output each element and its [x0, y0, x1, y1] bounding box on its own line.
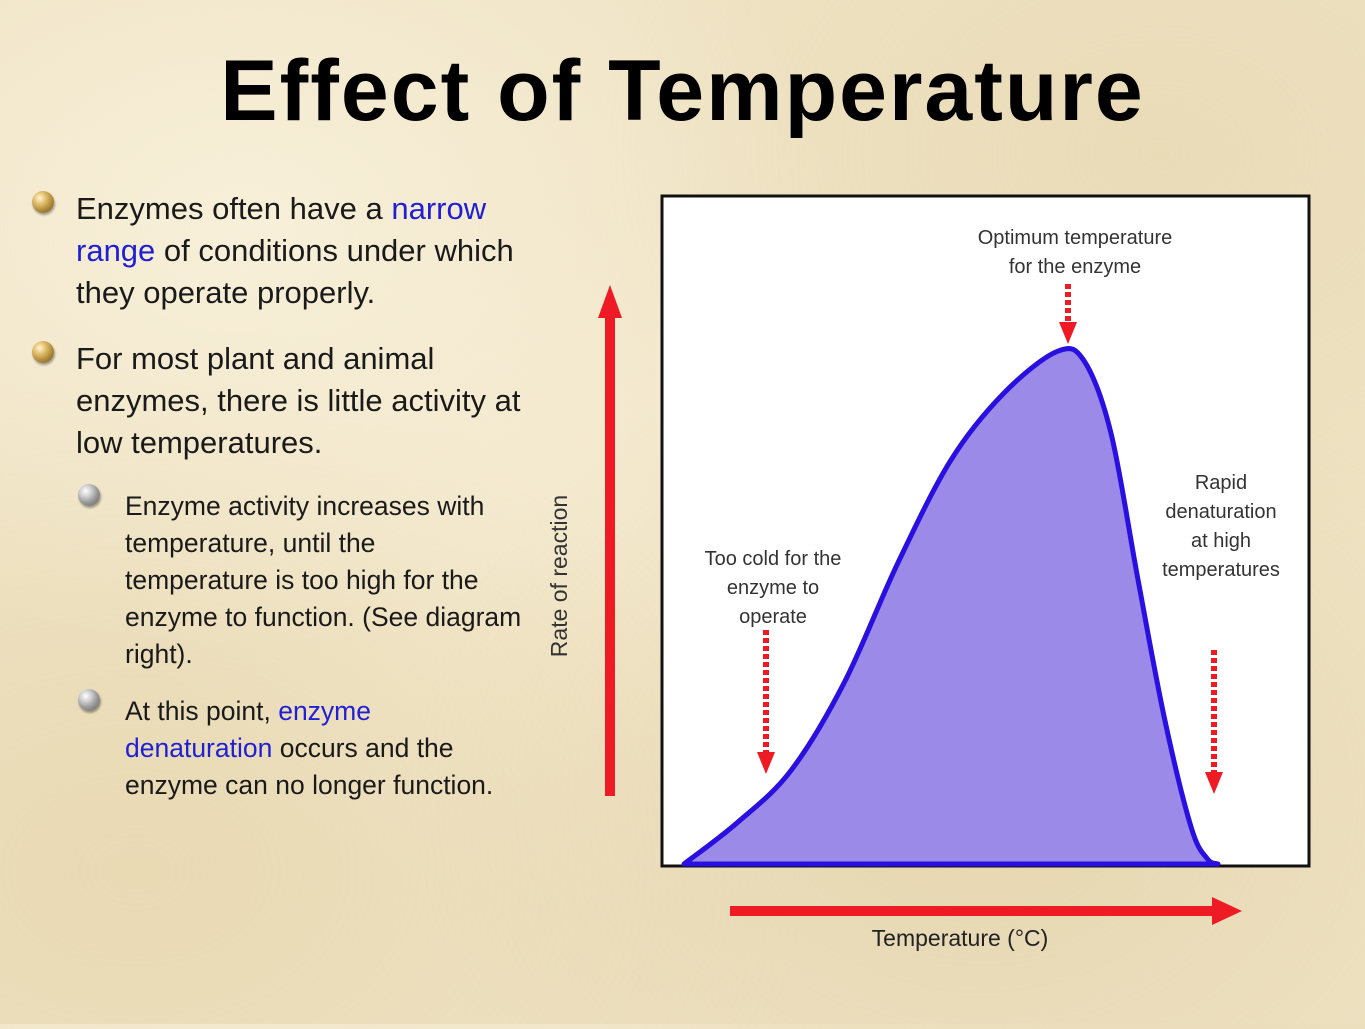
bullet-text: For most plant and animal enzymes, there…: [76, 341, 521, 460]
bullet-text: of conditions under which they operate p…: [76, 233, 514, 310]
bullet-text: At this point,: [125, 696, 279, 726]
bullet-sphere-icon: [78, 689, 100, 711]
bullet-item: For most plant and animal enzymes, there…: [32, 338, 522, 464]
x-axis-arrow: [730, 897, 1242, 925]
bullet-item: Enzyme activity increases with temperatu…: [32, 484, 522, 673]
annotation-arrowhead: [757, 752, 775, 774]
bullet-highlight-text: enzyme denaturation: [125, 696, 371, 763]
bullet-item: Enzymes often have a narrow range of con…: [32, 188, 522, 314]
annotation-label: Optimum temperature for the enzyme: [978, 227, 1173, 278]
bullet-orb-icon: [32, 341, 54, 363]
y-axis-arrow: [598, 285, 622, 796]
x-axis-label: Temperature (°C): [872, 925, 1049, 951]
annotation-arrowhead: [1205, 772, 1223, 794]
bullet-text: occurs and the enzyme can no longer func…: [125, 733, 494, 800]
slide-title: Effect of Temperature: [220, 43, 1145, 139]
bullet-text: Enzymes often have a: [76, 191, 392, 226]
bullet-item: At this point, enzyme denaturation occur…: [32, 689, 522, 804]
bullet-sphere-icon: [78, 484, 100, 506]
bullet-highlight-text: narrow range: [76, 191, 487, 268]
annotation-arrowhead: [1059, 322, 1077, 344]
y-axis-label: Rate of reaction: [546, 495, 572, 657]
bullet-text: Enzyme activity increases with temperatu…: [125, 491, 522, 669]
annotation-label: Too cold for the enzyme to operate: [705, 548, 842, 628]
bullet-orb-icon: [32, 191, 54, 213]
annotation-group: Optimum temperature for the enzyme Too col…: [705, 227, 1280, 794]
bullet-list: Enzymes often have a narrow range of con…: [32, 188, 522, 824]
chart-frame: [660, 194, 1311, 868]
rate-curve: [681, 346, 1221, 867]
annotation-label: Rapid denaturation at high temperatures: [1162, 472, 1280, 581]
